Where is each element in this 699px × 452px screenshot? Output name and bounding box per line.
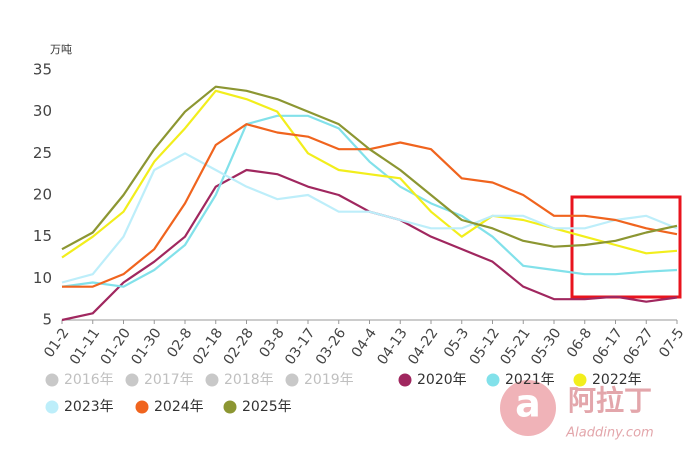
series-line [61, 85, 678, 251]
legend-item[interactable]: 2022年 [573, 372, 642, 388]
x-tick-label: 02-28 [221, 325, 257, 368]
x-tick-label: 06-27 [620, 325, 656, 368]
x-tick-label: 01-20 [98, 325, 134, 368]
legend-item[interactable]: 2020年 [398, 372, 467, 388]
x-tick-label: 03-17 [282, 325, 318, 368]
y-tick-label: 25 [33, 144, 52, 162]
x-tick-label: 03-26 [313, 325, 349, 368]
x-tick-label: 07-5 [656, 325, 687, 360]
legend-item[interactable]: 2021年 [486, 372, 555, 388]
x-tick-label: 05-30 [528, 325, 564, 368]
y-tick-label: 30 [33, 102, 52, 120]
x-tick-label: 04-22 [405, 325, 441, 368]
legend-item[interactable]: 2025年 [223, 399, 292, 415]
legend-marker [45, 400, 59, 414]
legend-label: 2016年 [64, 372, 114, 388]
legend-marker [398, 373, 412, 387]
x-tick-label: 01-2 [41, 325, 72, 360]
x-tick-label: 01-11 [67, 325, 103, 368]
y-tick-label: 5 [42, 311, 52, 329]
legend-item[interactable]: 2019年 [285, 372, 354, 388]
legend-marker [486, 373, 500, 387]
x-tick-label: 04-13 [374, 325, 410, 368]
x-tick-label: 05-12 [467, 325, 503, 368]
legend-label: 2020年 [417, 372, 467, 388]
x-tick-label: 06-17 [590, 325, 626, 368]
x-tick-label: 03-8 [256, 325, 287, 360]
legend-label: 2022年 [592, 372, 642, 388]
y-tick-label: 20 [33, 186, 52, 204]
legend-label: 2024年 [154, 399, 204, 415]
x-tick-label: 06-8 [564, 325, 595, 360]
legend-marker [223, 400, 237, 414]
x-tick-label: 04-4 [349, 325, 380, 360]
legend-item[interactable]: 2023年 [45, 399, 114, 415]
legend-label: 2019年 [304, 372, 354, 388]
series-line [61, 114, 678, 288]
legend-label: 2023年 [64, 399, 114, 415]
legend-item[interactable]: 2017年 [125, 372, 194, 388]
legend-marker [205, 373, 219, 387]
brand-url: Aladdiny.com [565, 426, 653, 441]
y-tick-label: 10 [33, 269, 52, 287]
series-line [61, 89, 678, 259]
legend-marker [135, 400, 149, 414]
series-line [61, 152, 678, 284]
legend-label: 2017年 [144, 372, 194, 388]
y-tick-label: 35 [33, 61, 52, 79]
legend-item[interactable]: 2016年 [45, 372, 114, 388]
y-tick-label: 15 [33, 227, 52, 245]
x-tick-label: 02-18 [190, 325, 226, 368]
brand: 阿拉丁 [568, 384, 652, 417]
legend-marker [573, 373, 587, 387]
legend-label: 2018年 [224, 372, 274, 388]
legend-item[interactable]: 2024年 [135, 399, 204, 415]
legend-label: 2021年 [505, 372, 555, 388]
legend-marker [285, 373, 299, 387]
legend-marker [125, 373, 139, 387]
brand-logo: a 阿拉丁 Aladdiny.com [500, 380, 654, 441]
highlight-box [570, 195, 682, 299]
legend-item[interactable]: 2018年 [205, 372, 274, 388]
x-tick-label: 05-21 [497, 325, 533, 368]
x-tick-label: 01-30 [128, 325, 164, 368]
x-tick-label: 05-3 [441, 325, 472, 360]
x-tick-label: 02-8 [164, 325, 195, 360]
legend-label: 2025年 [242, 399, 292, 415]
legend-marker [45, 373, 59, 387]
y-unit: 万吨 [50, 43, 72, 56]
svg-text:a: a [515, 382, 541, 426]
